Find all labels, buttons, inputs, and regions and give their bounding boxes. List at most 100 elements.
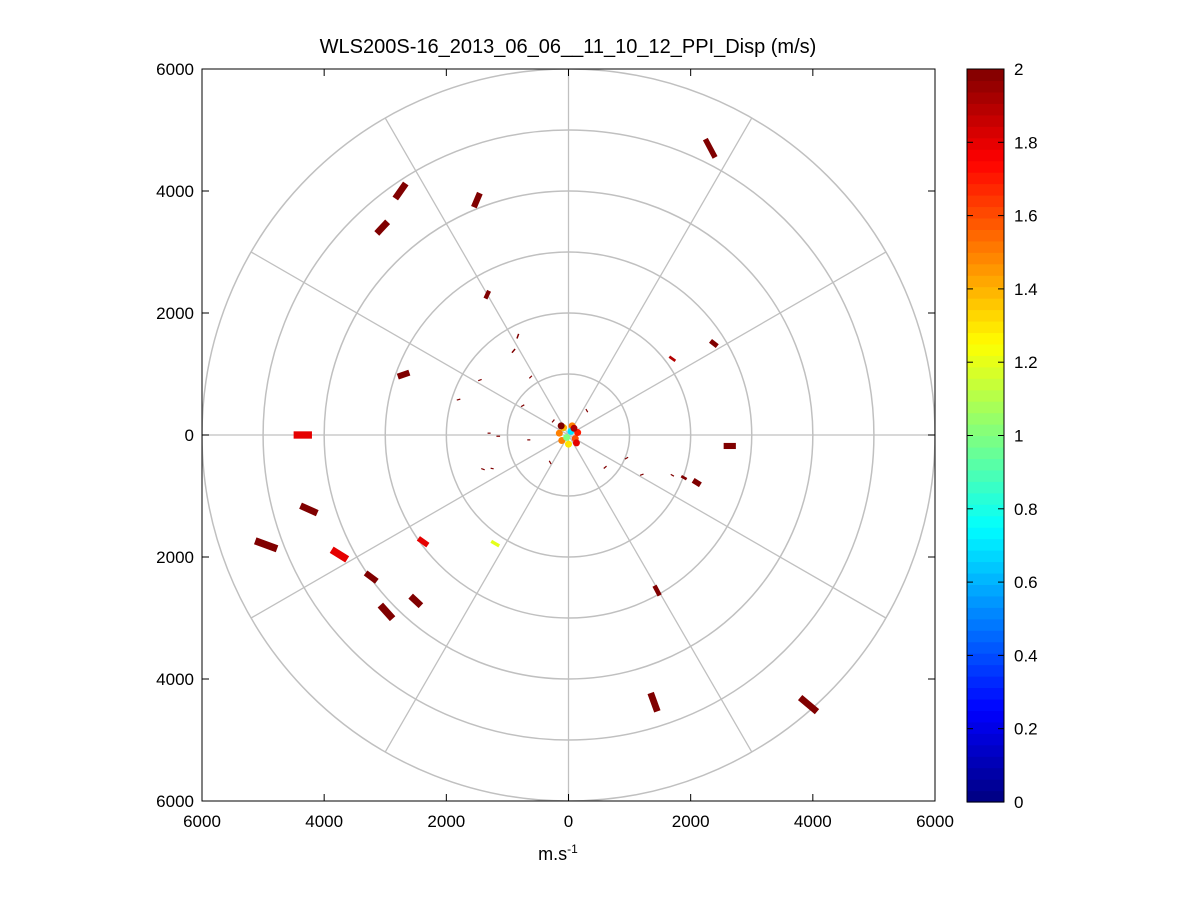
- range-gate-mark: [363, 570, 379, 584]
- y-tick-label: 6000: [156, 60, 194, 79]
- colorbar-segment: [967, 149, 1004, 162]
- colorbar-segment: [967, 572, 1004, 585]
- colorbar-segment: [967, 515, 1004, 528]
- chart-title: WLS200S-16_2013_06_06__11_10_12_PPI_Disp…: [320, 36, 817, 58]
- colorbar-segment: [967, 584, 1004, 597]
- colorbar-segment: [967, 779, 1004, 792]
- range-gate-mark: [374, 219, 391, 236]
- colorbar-segment: [967, 756, 1004, 769]
- colorbar-tick-label: 0.8: [1014, 500, 1038, 519]
- colorbar-segment: [967, 527, 1004, 540]
- y-tick-label: 0: [185, 426, 194, 445]
- colorbar-segment: [967, 504, 1004, 517]
- colorbar-segment: [967, 653, 1004, 666]
- x-tick-label: 4000: [794, 812, 832, 831]
- range-gate-mark: [329, 546, 350, 563]
- colorbar-segment: [967, 630, 1004, 643]
- colorbar-segment: [967, 595, 1004, 608]
- colorbar-segment: [967, 378, 1004, 391]
- colorbar-segment: [967, 412, 1004, 425]
- range-gate-mark: [487, 432, 491, 434]
- colorbar-segment: [967, 721, 1004, 734]
- range-gate-mark: [624, 456, 629, 460]
- range-gate-mark: [647, 691, 661, 713]
- axis-ticks: 6000 4000 2000 0 2000 4000 6000600040002000020…: [156, 60, 954, 831]
- colorbar-segment: [967, 366, 1004, 379]
- colorbar-segment: [967, 492, 1004, 505]
- colorbar-tick-label: 1.2: [1014, 353, 1038, 372]
- range-gate-mark: [490, 467, 494, 470]
- colorbar-segment: [967, 126, 1004, 139]
- colorbar-segment: [967, 240, 1004, 253]
- range-gate-mark: [511, 348, 516, 354]
- near-field-mark: [557, 422, 565, 430]
- colorbar-segment: [967, 298, 1004, 311]
- colorbar-segment: [967, 263, 1004, 276]
- grid-ring: [506, 373, 631, 497]
- near-field-mark: [555, 429, 563, 437]
- colorbar: 0 0.2 0.4 0.6 0.8 1 1.2 1.4 1.6 1.8 2: [966, 60, 1038, 812]
- colorbar-segment: [967, 194, 1004, 208]
- colorbar-segment: [967, 481, 1004, 494]
- colorbar-segment: [967, 435, 1004, 448]
- range-gate-mark: [639, 473, 644, 476]
- range-gate-mark: [668, 355, 677, 362]
- x-tick-label: 4000: [305, 812, 343, 831]
- range-gate-mark: [670, 473, 675, 477]
- colorbar-segment: [967, 275, 1004, 288]
- x-tick-label: 0: [564, 812, 573, 831]
- colorbar-segment: [967, 286, 1004, 299]
- colorbar-segment: [967, 80, 1004, 93]
- colorbar-segment: [967, 172, 1004, 185]
- colorbar-tick-label: 0.2: [1014, 720, 1038, 739]
- grid-ring: [445, 312, 692, 558]
- range-gate-mark: [377, 602, 396, 622]
- data-marks: [253, 137, 820, 715]
- colorbar-segment: [967, 687, 1004, 700]
- colorbar-segment: [967, 332, 1004, 345]
- range-gate-mark: [471, 191, 483, 209]
- range-gate-mark: [723, 442, 736, 450]
- x-axis-label: m.s-1: [538, 842, 578, 864]
- range-gate-mark: [680, 474, 688, 481]
- colorbar-segment: [967, 424, 1004, 437]
- colorbar-segment: [967, 733, 1004, 746]
- range-gate-mark: [392, 181, 409, 201]
- colorbar-segment: [967, 183, 1004, 196]
- near-field-mark: [570, 424, 578, 432]
- range-gate-mark: [585, 408, 589, 413]
- range-gate-mark: [408, 593, 424, 609]
- range-gate-mark: [299, 502, 319, 517]
- range-gate-mark: [490, 539, 501, 548]
- colorbar-segment: [967, 607, 1004, 620]
- colorbar-segment: [967, 458, 1004, 471]
- colorbar-tick-label: 0: [1014, 793, 1023, 812]
- x-tick-label: 6000: [916, 812, 954, 831]
- range-gate-mark: [481, 467, 485, 471]
- y-tick-label: 6000: [156, 792, 194, 811]
- near-field-mark: [572, 439, 580, 447]
- colorbar-segment: [967, 618, 1004, 631]
- range-gate-mark: [520, 404, 525, 408]
- colorbar-segment: [967, 710, 1004, 723]
- range-gate-mark: [416, 536, 430, 548]
- colorbar-tick-label: 0.4: [1014, 646, 1038, 665]
- colorbar-tick-label: 0.6: [1014, 573, 1038, 592]
- colorbar-tick-label: 1: [1014, 427, 1023, 446]
- range-gate-mark: [652, 584, 662, 597]
- colorbar-segment: [967, 103, 1004, 116]
- near-field-mark: [563, 433, 571, 441]
- colorbar-segment: [967, 229, 1004, 242]
- colorbar-segment: [967, 641, 1004, 654]
- colorbar-segment: [967, 69, 1004, 82]
- range-gate-mark: [293, 431, 312, 439]
- range-gate-mark: [483, 289, 492, 300]
- range-gate-mark: [527, 439, 531, 441]
- grid-ring: [262, 129, 875, 741]
- range-gate-mark: [797, 694, 820, 715]
- colorbar-segment: [967, 355, 1004, 368]
- grid-ring: [384, 251, 753, 619]
- y-tick-label: 4000: [156, 670, 194, 689]
- colorbar-segment: [967, 538, 1004, 551]
